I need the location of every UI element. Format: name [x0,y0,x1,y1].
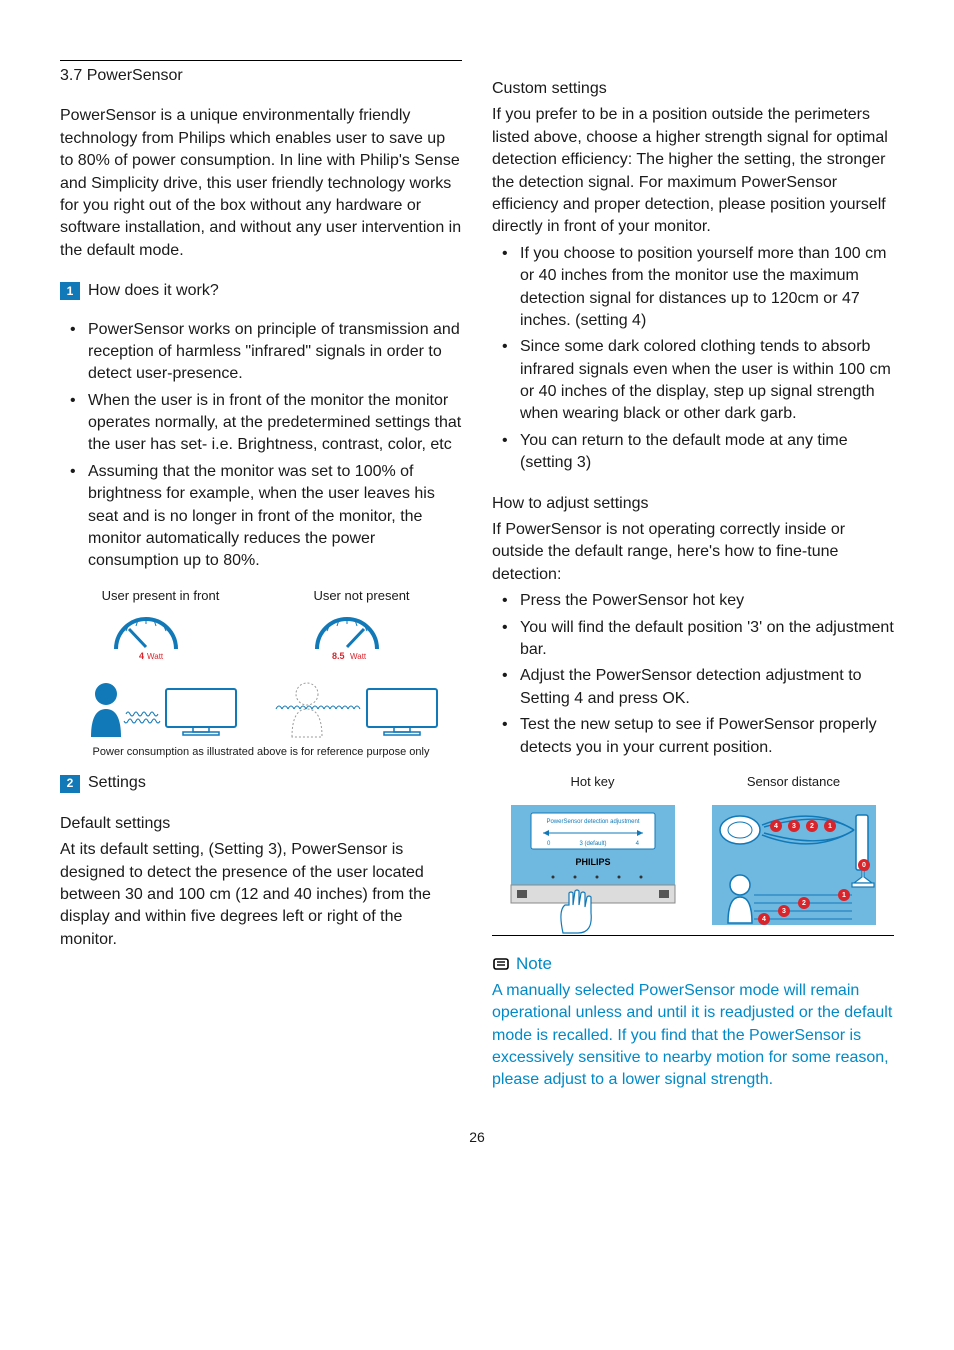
osd-title: PowerSensor detection adjustment [546,819,639,825]
brand-label: PHILIPS [575,857,610,867]
hotkey-diagram: PowerSensor detection adjustment 0 3 (de… [503,795,683,935]
sensor-distance-figure: Sensor distance [693,773,894,935]
step-1-badge: 1 [60,282,80,300]
section-rule [60,60,462,61]
note-rule [492,935,894,936]
distance-badge-3: 3 [782,908,786,915]
hotkey-figure: Hot key PowerSensor detection adjustment… [492,773,693,935]
watt-value-a: 4 [139,651,144,661]
section-number: 3.7 [60,67,82,84]
page-number: 26 [60,1128,894,1148]
list-item: When the user is in front of the monitor… [88,390,462,457]
how-does-it-work-heading: 1 How does it work? [60,280,462,302]
step-2-badge: 2 [60,775,80,793]
distance-badge-4b: 4 [762,916,766,923]
svg-text:1: 1 [828,823,832,830]
default-settings-heading: Default settings [60,813,462,835]
sensor-badge-4: 4 [774,823,778,830]
left-column: 3.7 PowerSensor PowerSensor is a unique … [60,60,462,1092]
list-item: Test the new setup to see if PowerSensor… [520,714,894,759]
power-figures: User present in front 4 Watt [60,587,462,739]
note-heading: Note [492,952,894,976]
intro-paragraph: PowerSensor is a unique environmentally … [60,105,462,262]
list-item: Press the PowerSensor hot key [520,590,894,612]
svg-text:3: 3 [792,823,796,830]
watt-value-b: 8.5 [332,651,345,661]
list-item: You can return to the default mode at an… [520,430,894,475]
how-to-adjust-body: If PowerSensor is not operating correctl… [492,519,894,586]
how-it-works-list: PowerSensor works on principle of transm… [60,319,462,573]
user-absent-diagram: 8.5 Watt [272,609,452,739]
custom-settings-body: If you prefer to be in a position outsid… [492,104,894,238]
figure-user-present: User present in front 4 Watt [60,587,261,739]
note-icon [492,955,510,973]
how-to-adjust-heading: How to adjust settings [492,493,894,515]
list-item: Adjust the PowerSensor detection adjustm… [520,665,894,710]
adjust-steps-list: Press the PowerSensor hot key You will f… [492,590,894,759]
user-present-diagram: 4 Watt [71,609,251,739]
distance-badge-1: 1 [842,892,846,899]
step-2-title: Settings [88,772,146,794]
distance-badge-2: 2 [802,900,806,907]
list-item: PowerSensor works on principle of transm… [88,319,462,386]
svg-text:0: 0 [862,862,866,869]
sensor-distance-label: Sensor distance [693,773,894,791]
figure-user-absent: User not present 8.5 Watt [261,587,462,739]
sensor-distance-diagram: 4 3 2 1 1 [704,795,884,935]
custom-settings-list: If you choose to position yourself more … [492,243,894,475]
osd-mid: 3 (default) [579,841,606,847]
default-settings-body: At its default setting, (Setting 3), Pow… [60,839,462,951]
custom-settings-heading: Custom settings [492,78,894,100]
figure-a-label: User present in front [60,587,261,605]
list-item: Assuming that the monitor was set to 100… [88,461,462,573]
hotkey-label: Hot key [492,773,693,791]
right-column: Custom settings If you prefer to be in a… [492,60,894,1092]
list-item: You will find the default position '3' o… [520,617,894,662]
settings-heading: 2 Settings [60,772,462,794]
list-item: If you choose to position yourself more … [520,243,894,333]
adjustment-figures: Hot key PowerSensor detection adjustment… [492,773,894,935]
section-name: PowerSensor [87,67,183,84]
note-label: Note [516,952,552,976]
watt-unit-a: Watt [147,652,164,661]
section-title: 3.7 PowerSensor [60,65,462,87]
svg-text:2: 2 [810,823,814,830]
figure-caption: Power consumption as illustrated above i… [60,745,462,760]
note-body: A manually selected PowerSensor mode wil… [492,980,894,1092]
list-item: Since some dark colored clothing tends t… [520,336,894,426]
step-1-title: How does it work? [88,280,219,302]
figure-b-label: User not present [261,587,462,605]
watt-unit-b: Watt [350,652,367,661]
